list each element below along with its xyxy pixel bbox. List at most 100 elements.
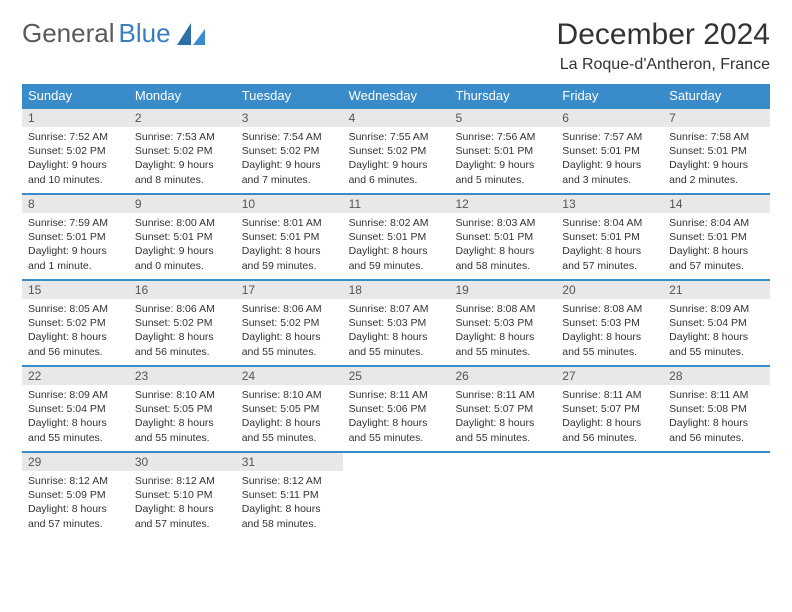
day-number: 19 [449, 281, 556, 299]
day-number: 29 [22, 453, 129, 471]
daylight-text: Daylight: 9 hours and 3 minutes. [562, 158, 657, 186]
daylight-text: Daylight: 8 hours and 57 minutes. [562, 244, 657, 272]
sunset-text: Sunset: 5:02 PM [349, 144, 444, 158]
daylight-text: Daylight: 8 hours and 55 minutes. [349, 416, 444, 444]
day-number: 6 [556, 109, 663, 127]
calendar-cell-empty [343, 451, 450, 537]
daylight-text: Daylight: 8 hours and 55 minutes. [455, 330, 550, 358]
day-body: Sunrise: 7:52 AMSunset: 5:02 PMDaylight:… [22, 127, 129, 187]
calendar-cell: 25Sunrise: 8:11 AMSunset: 5:06 PMDayligh… [343, 365, 450, 451]
daylight-text: Daylight: 8 hours and 59 minutes. [242, 244, 337, 272]
day-number: 8 [22, 195, 129, 213]
sunset-text: Sunset: 5:03 PM [455, 316, 550, 330]
logo-sail-icon [177, 23, 205, 45]
daylight-text: Daylight: 8 hours and 55 minutes. [455, 416, 550, 444]
day-body: Sunrise: 8:11 AMSunset: 5:07 PMDaylight:… [556, 385, 663, 445]
calendar-cell: 13Sunrise: 8:04 AMSunset: 5:01 PMDayligh… [556, 193, 663, 279]
sunset-text: Sunset: 5:01 PM [669, 230, 764, 244]
daylight-text: Daylight: 8 hours and 59 minutes. [349, 244, 444, 272]
weekday-label: Saturday [663, 84, 770, 107]
weekday-label: Tuesday [236, 84, 343, 107]
day-number: 12 [449, 195, 556, 213]
daylight-text: Daylight: 8 hours and 58 minutes. [455, 244, 550, 272]
sunset-text: Sunset: 5:05 PM [242, 402, 337, 416]
calendar-cell: 30Sunrise: 8:12 AMSunset: 5:10 PMDayligh… [129, 451, 236, 537]
sunrise-text: Sunrise: 7:55 AM [349, 130, 444, 144]
sunrise-text: Sunrise: 8:06 AM [135, 302, 230, 316]
calendar-cell-empty [449, 451, 556, 537]
calendar-cell: 26Sunrise: 8:11 AMSunset: 5:07 PMDayligh… [449, 365, 556, 451]
day-body: Sunrise: 8:06 AMSunset: 5:02 PMDaylight:… [236, 299, 343, 359]
sunrise-text: Sunrise: 8:12 AM [242, 474, 337, 488]
day-body: Sunrise: 8:12 AMSunset: 5:11 PMDaylight:… [236, 471, 343, 531]
calendar-cell: 9Sunrise: 8:00 AMSunset: 5:01 PMDaylight… [129, 193, 236, 279]
day-number: 25 [343, 367, 450, 385]
calendar-cell: 16 Sunrise: 8:06 AMSunset: 5:02 PMDayligh… [129, 279, 236, 365]
day-number: 2 [129, 109, 236, 127]
sunset-text: Sunset: 5:06 PM [349, 402, 444, 416]
sunrise-text: Sunrise: 8:09 AM [28, 388, 123, 402]
sunrise-text: Sunrise: 7:57 AM [562, 130, 657, 144]
header: GeneralBlue December 2024 La Roque-d'Ant… [22, 18, 770, 74]
calendar-week: 22Sunrise: 8:09 AMSunset: 5:04 PMDayligh… [22, 365, 770, 451]
daylight-text: Daylight: 9 hours and 8 minutes. [135, 158, 230, 186]
calendar-cell: 12Sunrise: 8:03 AMSunset: 5:01 PMDayligh… [449, 193, 556, 279]
day-number: 28 [663, 367, 770, 385]
sunrise-text: Sunrise: 7:53 AM [135, 130, 230, 144]
sunrise-text: Sunrise: 8:04 AM [562, 216, 657, 230]
weekday-label: Monday [129, 84, 236, 107]
sunrise-text: Sunrise: 7:59 AM [28, 216, 123, 230]
calendar-cell: 18Sunrise: 8:07 AMSunset: 5:03 PMDayligh… [343, 279, 450, 365]
day-number: 15 [22, 281, 129, 299]
sunset-text: Sunset: 5:01 PM [562, 230, 657, 244]
sunrise-text: Sunrise: 8:12 AM [28, 474, 123, 488]
daylight-text: Daylight: 8 hours and 55 minutes. [242, 330, 337, 358]
day-body: Sunrise: 8:09 AMSunset: 5:04 PMDaylight:… [22, 385, 129, 445]
sunset-text: Sunset: 5:04 PM [28, 402, 123, 416]
daylight-text: Daylight: 8 hours and 57 minutes. [135, 502, 230, 530]
sunrise-text: Sunrise: 7:52 AM [28, 130, 123, 144]
weekday-label: Friday [556, 84, 663, 107]
calendar-cell: 14Sunrise: 8:04 AMSunset: 5:01 PMDayligh… [663, 193, 770, 279]
sunset-text: Sunset: 5:08 PM [669, 402, 764, 416]
daylight-text: Daylight: 9 hours and 5 minutes. [455, 158, 550, 186]
day-body: Sunrise: 7:55 AMSunset: 5:02 PMDaylight:… [343, 127, 450, 187]
daylight-text: Daylight: 8 hours and 55 minutes. [135, 416, 230, 444]
day-body: Sunrise: 8:11 AMSunset: 5:08 PMDaylight:… [663, 385, 770, 445]
sunrise-text: Sunrise: 8:02 AM [349, 216, 444, 230]
sunset-text: Sunset: 5:02 PM [242, 316, 337, 330]
calendar-cell: 20Sunrise: 8:08 AMSunset: 5:03 PMDayligh… [556, 279, 663, 365]
day-body: Sunrise: 7:53 AMSunset: 5:02 PMDaylight:… [129, 127, 236, 187]
sunset-text: Sunset: 5:07 PM [562, 402, 657, 416]
day-number: 24 [236, 367, 343, 385]
calendar-cell-empty [663, 451, 770, 537]
sunset-text: Sunset: 5:04 PM [669, 316, 764, 330]
daylight-text: Daylight: 9 hours and 7 minutes. [242, 158, 337, 186]
weekday-label: Sunday [22, 84, 129, 107]
daylight-text: Daylight: 8 hours and 57 minutes. [669, 244, 764, 272]
day-number: 11 [343, 195, 450, 213]
brand-logo: GeneralBlue [22, 18, 205, 49]
sunset-text: Sunset: 5:02 PM [135, 316, 230, 330]
sunset-text: Sunset: 5:01 PM [669, 144, 764, 158]
day-body: Sunrise: 8:08 AMSunset: 5:03 PMDaylight:… [556, 299, 663, 359]
weekday-label: Thursday [449, 84, 556, 107]
daylight-text: Daylight: 8 hours and 56 minutes. [669, 416, 764, 444]
sunset-text: Sunset: 5:05 PM [135, 402, 230, 416]
sunrise-text: Sunrise: 8:09 AM [669, 302, 764, 316]
daylight-text: Daylight: 8 hours and 56 minutes. [135, 330, 230, 358]
sunset-text: Sunset: 5:01 PM [455, 230, 550, 244]
location: La Roque-d'Antheron, France [557, 56, 770, 74]
day-number: 14 [663, 195, 770, 213]
month-title: December 2024 [557, 18, 770, 52]
sunset-text: Sunset: 5:09 PM [28, 488, 123, 502]
day-number: 16 [129, 281, 236, 299]
sunset-text: Sunset: 5:10 PM [135, 488, 230, 502]
day-body: Sunrise: 8:10 AMSunset: 5:05 PMDaylight:… [236, 385, 343, 445]
day-body: Sunrise: 8:02 AMSunset: 5:01 PMDaylight:… [343, 213, 450, 273]
calendar-cell: 3Sunrise: 7:54 AMSunset: 5:02 PMDaylight… [236, 107, 343, 193]
brand-part2: Blue [119, 18, 171, 49]
sunrise-text: Sunrise: 8:01 AM [242, 216, 337, 230]
sunset-text: Sunset: 5:02 PM [28, 144, 123, 158]
day-number: 10 [236, 195, 343, 213]
